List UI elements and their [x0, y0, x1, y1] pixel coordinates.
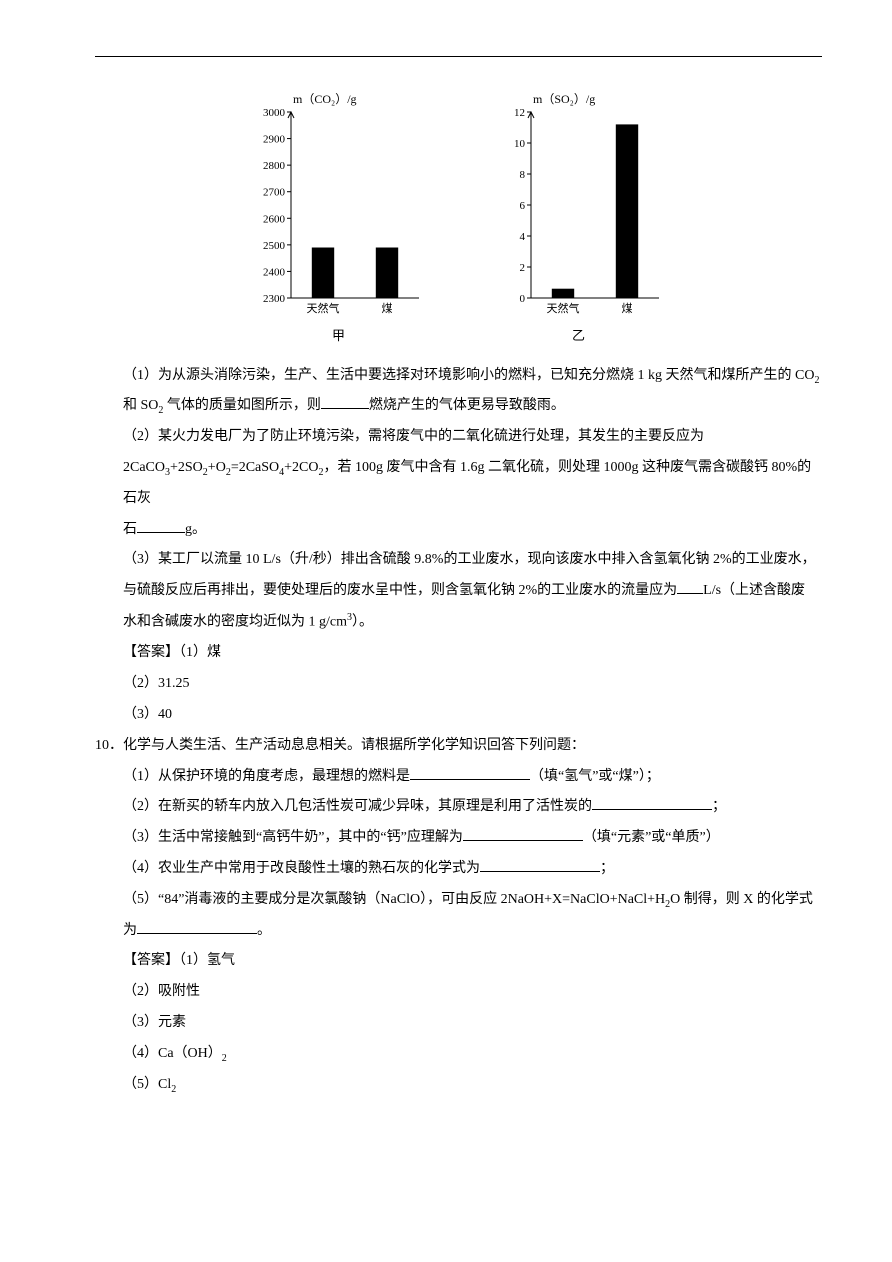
blank [321, 395, 369, 409]
q10-p2-b: ； [712, 799, 726, 814]
q9-p3-b: 与硫酸反应后再排出，要使处理后的废水呈中性，则含氢氧化钠 2%的工业废水的流量应… [123, 583, 677, 598]
q9-p2c: 石 g。 [123, 515, 822, 546]
svg-text:2600: 2600 [263, 213, 286, 225]
q10-p5-c: 为 [123, 923, 137, 938]
chart-so2-caption: 乙 [572, 322, 585, 351]
q9-p2-c: +2SO [170, 460, 203, 475]
chart-co2-caption: 甲 [332, 322, 345, 351]
q9-p2-e: =2CaSO [231, 460, 279, 475]
blank [480, 858, 600, 872]
q9-p2-i: g。 [185, 522, 206, 537]
q10-p2: （2）在新买的轿车内放入几包活性炭可减少异味，其原理是利用了活性炭的 ； [123, 792, 822, 823]
sub-2: 2 [222, 1053, 227, 1064]
svg-text:2400: 2400 [263, 266, 286, 278]
q9-p1-a: （1）为从源头消除污染，生产、生活中要选择对环境影响小的燃料，已知充分燃烧 1 … [123, 368, 814, 383]
svg-text:2: 2 [519, 262, 525, 274]
q9-ans3: （3）40 [123, 700, 822, 731]
svg-text:8: 8 [519, 169, 525, 181]
q9-p1-c: 气体的质量如图所示，则 [163, 398, 321, 413]
svg-text:2800: 2800 [263, 160, 286, 172]
svg-text:10: 10 [514, 138, 526, 150]
q9-p2a: （2）某火力发电厂为了防止环境污染，需将废气中的二氧化硫进行处理，其发生的主要反… [123, 422, 822, 453]
svg-text:0: 0 [519, 293, 525, 305]
q9-p2-h: 石 [123, 522, 137, 537]
q10-p4-a: （4）农业生产中常用于改良酸性土壤的熟石灰的化学式为 [123, 861, 480, 876]
q10-ans1: 【答案】（1）氢气 [123, 946, 822, 977]
q10-p5-a: （5）“84”消毒液的主要成分是次氯酸钠（NaClO），可由反应 2NaOH+X… [123, 892, 665, 907]
q10-ans4: （4）Ca（OH）2 [123, 1039, 822, 1070]
q9-p1-b: 和 SO [123, 398, 158, 413]
q10-p5-b: O 制得，则 X 的化学式 [670, 892, 813, 907]
q10-ans3: （3）元素 [123, 1008, 822, 1039]
blank [592, 796, 712, 810]
q10-p2-a: （2）在新买的轿车内放入几包活性炭可减少异味，其原理是利用了活性炭的 [123, 799, 592, 814]
q10-p5-d: 。 [257, 923, 271, 938]
chart-so2: m（SO₂）/g 0 2 4 6 8 10 12 天然气 煤 乙 [489, 90, 669, 351]
q9-p3-c: L/s（上述含酸废 [703, 583, 805, 598]
q9-p1: （1）为从源头消除污染，生产、生活中要选择对环境影响小的燃料，已知充分燃烧 1 … [123, 361, 822, 392]
q9-p2-f: +2CO [284, 460, 318, 475]
q9-p3-d: 水和含碱废水的密度均近似为 1 g/cm [123, 615, 347, 630]
svg-text:天然气: 天然气 [546, 301, 579, 315]
svg-text:m（SO₂）/g: m（SO₂）/g [533, 92, 595, 106]
chart-co2: m（CO₂）/g 2300 2400 2500 2600 2700 2800 2900 3000… [249, 90, 429, 351]
svg-text:3000: 3000 [263, 107, 286, 119]
blank [463, 827, 583, 841]
q9-p1b: 和 SO2 气体的质量如图所示，则燃烧产生的气体更易导致酸雨。 [123, 391, 822, 422]
blank [677, 580, 703, 594]
content-block: （1）为从源头消除污染，生产、生活中要选择对环境影响小的燃料，已知充分燃烧 1 … [123, 361, 822, 1101]
q9-p2-d: +O [208, 460, 226, 475]
svg-text:天然气: 天然气 [306, 301, 339, 315]
blank [137, 920, 257, 934]
q9-p2-a: （2）某火力发电厂为了防止环境污染，需将废气中的二氧化硫进行处理，其发生的主要反… [123, 429, 704, 444]
q10-p4: （4）农业生产中常用于改良酸性土壤的熟石灰的化学式为 ； [123, 854, 822, 885]
q9-p3-a: （3）某工厂以流量 10 L/s（升/秒）排出含硫酸 9.8%的工业废水，现向该… [123, 552, 816, 567]
svg-text:2300: 2300 [263, 293, 286, 305]
svg-text:2900: 2900 [263, 134, 286, 146]
q10-p1: （1）从保护环境的角度考虑，最理想的燃料是 （填“氢气”或“煤”）； [123, 762, 822, 793]
svg-text:煤: 煤 [621, 302, 632, 315]
blank [410, 766, 530, 780]
svg-text:2700: 2700 [263, 187, 286, 199]
sub-2: 2 [814, 374, 819, 385]
q10-ans2: （2）吸附性 [123, 977, 822, 1008]
q9-p2b: 2CaCO3+2SO2+O2=2CaSO4+2CO2，若 100g 废气中含有 … [123, 453, 822, 515]
q10-ans5: （5）Cl2 [123, 1070, 822, 1101]
svg-text:煤: 煤 [381, 302, 392, 315]
q9-p3c: 水和含碱废水的密度均近似为 1 g/cm3）。 [123, 607, 822, 638]
svg-text:12: 12 [514, 107, 525, 119]
q9-p3-e: ）。 [352, 615, 373, 630]
top-rule [95, 56, 822, 57]
svg-text:4: 4 [519, 231, 525, 243]
chart-so2-svg: m（SO₂）/g 0 2 4 6 8 10 12 天然气 煤 [489, 90, 669, 320]
q10-p3-a: （3）生活中常接触到“高钙牛奶”，其中的“钙”应理解为 [123, 830, 463, 845]
svg-text:6: 6 [519, 200, 525, 212]
q10-ans4a: （4）Ca（OH） [123, 1046, 222, 1061]
blank [137, 519, 185, 533]
q10-p5a: （5）“84”消毒液的主要成分是次氯酸钠（NaClO），可由反应 2NaOH+X… [123, 885, 822, 916]
svg-text:m（CO₂）/g: m（CO₂）/g [293, 92, 357, 106]
charts-row: m（CO₂）/g 2300 2400 2500 2600 2700 2800 2900 3000… [95, 90, 822, 351]
q10-p1-a: （1）从保护环境的角度考虑，最理想的燃料是 [123, 769, 410, 784]
q9-p3a: （3）某工厂以流量 10 L/s（升/秒）排出含硫酸 9.8%的工业废水，现向该… [123, 545, 822, 576]
q10-p5b: 为。 [123, 916, 822, 947]
sub-2: 2 [171, 1083, 176, 1094]
q10-p3-b: （填“元素”或“单质”） [583, 830, 720, 845]
q9-ans2: （2）31.25 [123, 669, 822, 700]
q9-p2-b: 2CaCO [123, 460, 165, 475]
chart-co2-svg: m（CO₂）/g 2300 2400 2500 2600 2700 2800 2900 3000… [249, 90, 429, 320]
svg-text:2500: 2500 [263, 240, 286, 252]
q10-p1-b: （填“氢气”或“煤”）； [530, 769, 660, 784]
q10-ans5a: （5）Cl [123, 1077, 171, 1092]
q10-p4-b: ； [600, 861, 614, 876]
q9-p3b: 与硫酸反应后再排出，要使处理后的废水呈中性，则含氢氧化钠 2%的工业废水的流量应… [123, 576, 822, 607]
q9-p1-d: 燃烧产生的气体更易导致酸雨。 [369, 398, 565, 413]
q10-p3: （3）生活中常接触到“高钙牛奶”，其中的“钙”应理解为 （填“元素”或“单质”） [123, 823, 822, 854]
q9-ans1: 【答案】（1）煤 [123, 638, 822, 669]
q10-stem: 10．化学与人类生活、生产活动息息相关。请根据所学化学知识回答下列问题： [95, 731, 822, 762]
